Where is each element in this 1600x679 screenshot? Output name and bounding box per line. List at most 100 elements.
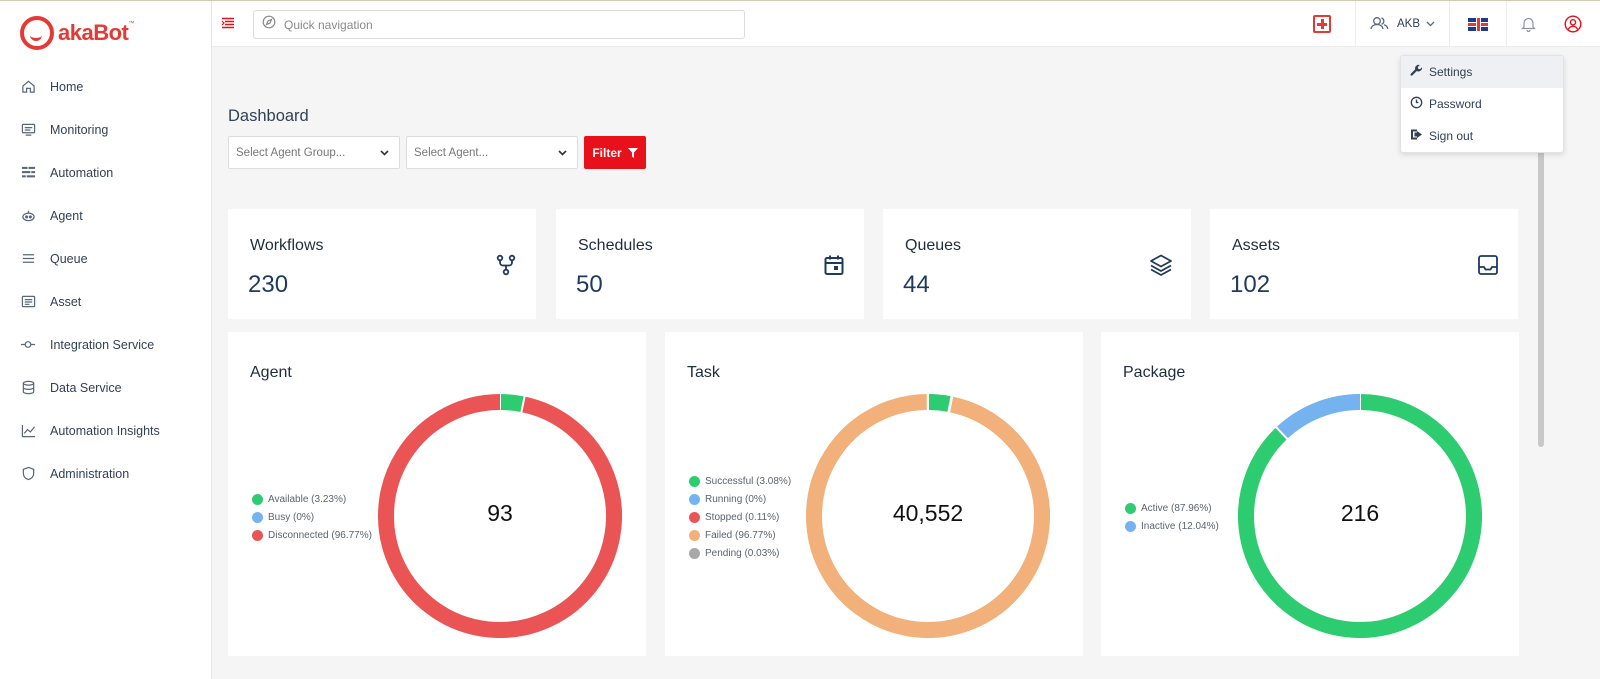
user-label: AKB [1396,18,1420,30]
divider [1354,1,1356,47]
donut-total: 40,552 [892,500,964,526]
legend-item[interactable]: Disconnected (96.77%) [252,526,372,544]
sidebar-item-agent[interactable]: Agent [0,194,212,237]
sidebar-item-automation[interactable]: Automation [0,151,212,194]
sidebar-item-label: Integration Service [50,337,155,352]
logo[interactable]: akaBot ™ [20,13,134,53]
sidebar-item-administration[interactable]: Administration [0,452,212,495]
agent-icon [20,208,36,224]
slice-separator [947,395,954,414]
stat-card-queues[interactable]: Queues 44 [883,209,1191,319]
menu-item-label: Sign out [1429,129,1474,143]
sidebar-item-data-service[interactable]: Data Service [0,366,212,409]
legend-item[interactable]: Busy (0%) [252,508,372,526]
bell-icon[interactable] [1521,16,1536,32]
legend-item[interactable]: Successful (3.08%) [689,472,791,490]
donut-slice[interactable] [927,394,952,413]
home-icon [20,79,36,95]
menu-toggle-icon[interactable] [221,16,235,30]
legend-dot [689,475,700,487]
agent-group-select[interactable]: Select Agent Group... [228,136,400,169]
page-scrollbar[interactable] [1538,147,1544,447]
package-chart-card: Package Active (87.96%) Inactive (12.04%)… [1101,332,1519,656]
compass-icon [262,15,276,34]
sidebar-item-label: Administration [50,466,130,481]
donut-svg [378,393,622,638]
menu-item-label: Password [1429,97,1482,111]
donut-slice[interactable] [378,394,622,638]
legend-item[interactable]: Failed (96.77%) [689,526,791,544]
legend-label: Failed (96.77%) [705,529,776,541]
logo-trademark: ™ [128,21,135,27]
donut-svg [1238,393,1482,638]
legend-dot [252,529,263,541]
donut-slice[interactable] [1276,394,1361,440]
chart-legend: Successful (3.08%) Running (0%) Stopped (0… [689,472,791,562]
menu-item-settings[interactable]: Settings [1401,56,1563,88]
divider [1506,1,1507,47]
stat-card-workflows[interactable]: Workflows 230 [228,209,536,319]
shield-icon [20,466,36,482]
legend-label: Active (87.96%) [1141,502,1212,514]
sidebar-item-automation-insights[interactable]: Automation Insights [0,409,212,452]
stat-value: 230 [248,271,289,298]
sidebar-item-queue[interactable]: Queue [0,237,212,280]
menu-item-password[interactable]: Password [1401,88,1563,120]
chevron-down-icon [380,147,389,159]
slice-separator [1274,425,1289,441]
legend-item[interactable]: Stopped (0.11%) [689,508,791,526]
donut-slice[interactable] [499,394,525,413]
sidebar-item-label: Home [50,79,84,94]
legend-dot [252,511,263,523]
legend-item[interactable]: Active (87.96%) [1125,499,1219,517]
donut-total: 93 [487,500,513,526]
add-new-icon[interactable] [1312,15,1331,33]
sidebar-item-asset[interactable]: Asset [0,280,212,323]
quick-navigation-search[interactable] [253,10,745,39]
menu-item-sign-out[interactable]: Sign out [1401,120,1563,152]
sidebar-item-monitoring[interactable]: Monitoring [0,108,212,151]
legend-label: Busy (0%) [268,511,315,523]
stat-card-schedules[interactable]: Schedules 50 [556,209,864,319]
legend-dot [252,493,263,505]
legend-dot [689,547,700,559]
monitor-icon [20,122,36,138]
card-title: Agent [250,364,292,381]
legend-item[interactable]: Available (3.23%) [252,490,372,508]
legend-label: Disconnected (96.77%) [268,529,372,541]
search-input[interactable] [284,17,724,32]
filter-icon [627,147,638,158]
user-selector[interactable]: AKB [1356,16,1449,33]
stat-title: Schedules [578,237,653,254]
agent-chart-card: Agent Available (3.23%) Busy (0%) Disconne… [228,332,646,656]
legend-item[interactable]: Inactive (12.04%) [1125,517,1219,535]
menu-item-label: Settings [1429,65,1473,79]
wrench-icon [1410,64,1423,80]
task-chart-card: Task Successful (3.08%) Running (0%) Stopp… [665,332,1083,656]
stat-title: Assets [1232,237,1281,254]
user-avatar-icon[interactable] [1564,15,1582,33]
legend-label: Stopped (0.11%) [705,511,780,523]
sidebar-item-label: Automation [50,165,114,180]
agent-select[interactable]: Select Agent... [406,136,578,169]
legend-item[interactable]: Running (0%) [689,490,791,508]
filter-button[interactable]: Filter [584,136,646,169]
donut-slice[interactable] [806,394,1050,638]
clock-icon [1410,96,1423,112]
legend-dot [689,493,700,505]
donut-slice[interactable] [1238,394,1482,638]
sidebar-item-integration-service[interactable]: Integration Service [0,323,212,366]
chart-icon [20,423,36,439]
sidebar-item-home[interactable]: Home [0,65,212,108]
stat-title: Workflows [250,237,324,254]
legend-item[interactable]: Pending (0.03%) [689,544,791,562]
sidebar-item-label: Queue [50,251,88,266]
donut-chart: 216 [1238,393,1482,638]
inbox-icon [1476,253,1500,277]
divider [1449,1,1450,47]
stat-card-assets[interactable]: Assets 102 [1210,209,1518,319]
sidebar-item-label: Asset [50,294,82,309]
uk-flag-icon[interactable] [1468,17,1488,31]
legend-label: Available (3.23%) [268,493,347,505]
sidebar: akaBot ™ Home Monitoring Automation Agen… [0,1,212,679]
